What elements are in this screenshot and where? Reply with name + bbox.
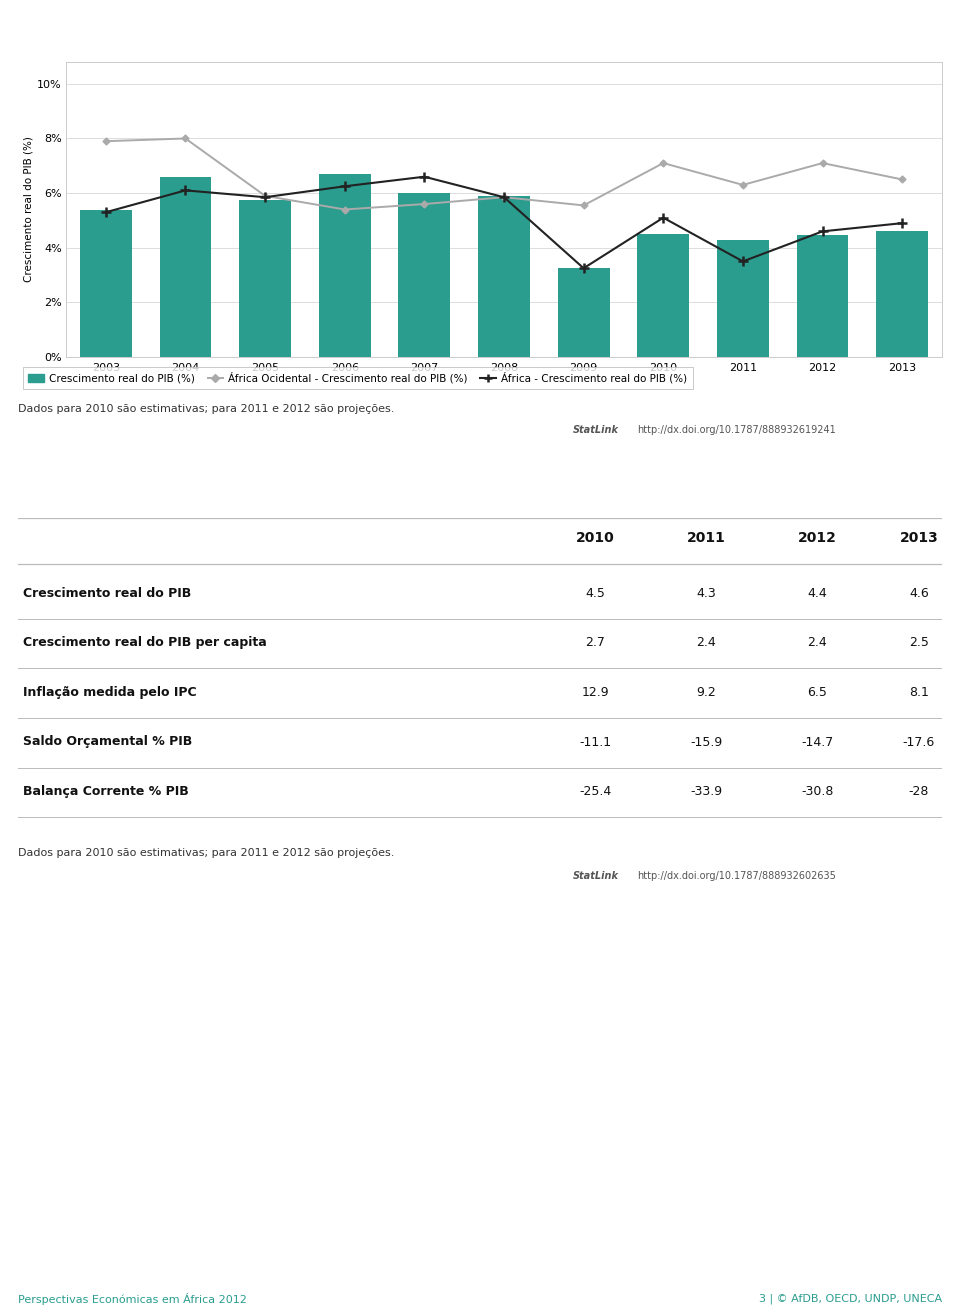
Text: Perspectivas Económicas em África 2012: Perspectivas Económicas em África 2012 [18, 1293, 247, 1305]
Text: Dados para 2010 são estimativas; para 2011 e 2012 são projeções.: Dados para 2010 são estimativas; para 20… [18, 404, 395, 414]
Bar [637, 234, 689, 357]
Text: Dados para 2010 são estimativas; para 2011 e 2012 são projeções.: Dados para 2010 são estimativas; para 20… [18, 848, 395, 857]
Text: Saldo Orçamental % PIB: Saldo Orçamental % PIB [23, 735, 192, 748]
Text: -14.7: -14.7 [802, 735, 833, 748]
Bar [80, 210, 132, 357]
Text: 2.4: 2.4 [697, 637, 716, 650]
Text: -17.6: -17.6 [902, 735, 935, 748]
Bar [558, 268, 610, 357]
Text: -11.1: -11.1 [580, 735, 612, 748]
Bar [876, 231, 928, 357]
Text: 9.2: 9.2 [697, 685, 716, 699]
Legend: Crescimento real do PIB (%), África Ocidental - Crescimento real do PIB (%), Áfr: Crescimento real do PIB (%), África Ocid… [23, 368, 692, 389]
Text: Inflação medida pelo IPC: Inflação medida pelo IPC [23, 685, 196, 699]
Y-axis label: Crescimento real do PIB (%): Crescimento real do PIB (%) [23, 137, 33, 282]
Text: 4.6: 4.6 [909, 587, 928, 600]
Text: 3 | © AfDB, OECD, UNDP, UNECA: 3 | © AfDB, OECD, UNDP, UNECA [758, 1293, 942, 1304]
Text: -28: -28 [909, 785, 929, 798]
Text: 2011: 2011 [687, 530, 726, 545]
Text: -15.9: -15.9 [690, 735, 723, 748]
Text: StatLink: StatLink [572, 871, 618, 881]
Text: 2012: 2012 [798, 530, 837, 545]
Bar [398, 193, 450, 357]
Text: 2013: 2013 [900, 530, 938, 545]
Bar [159, 177, 211, 357]
Bar [319, 175, 371, 357]
Text: Tabela 1: Indicadores Macroeconómicos (2012): Tabela 1: Indicadores Macroeconómicos (2… [29, 478, 453, 492]
Text: Balança Corrente % PIB: Balança Corrente % PIB [23, 785, 188, 798]
Text: 2010: 2010 [576, 530, 614, 545]
Bar [717, 239, 769, 357]
Text: -33.9: -33.9 [690, 785, 723, 798]
Text: http://dx.doi.org/10.1787/888932619241: http://dx.doi.org/10.1787/888932619241 [637, 425, 836, 435]
Text: http://dx.doi.org/10.1787/888932602635: http://dx.doi.org/10.1787/888932602635 [637, 871, 836, 881]
Text: 4.4: 4.4 [807, 587, 828, 600]
Text: 6.5: 6.5 [807, 685, 828, 699]
Text: 2.5: 2.5 [909, 637, 929, 650]
Text: 4.3: 4.3 [697, 587, 716, 600]
Text: -25.4: -25.4 [580, 785, 612, 798]
Text: 12.9: 12.9 [582, 685, 610, 699]
Text: 8.1: 8.1 [909, 685, 929, 699]
Text: StatLink: StatLink [572, 425, 618, 435]
Bar [797, 235, 849, 357]
Text: Figura 1: Crescimento real do PIB (%) (Ocidental): Figura 1: Crescimento real do PIB (%) (O… [29, 25, 476, 39]
Bar [478, 196, 530, 357]
Text: 2.4: 2.4 [807, 637, 828, 650]
Text: Crescimento real do PIB: Crescimento real do PIB [23, 587, 191, 600]
Text: -30.8: -30.8 [801, 785, 833, 798]
Text: Crescimento real do PIB per capita: Crescimento real do PIB per capita [23, 637, 266, 650]
Text: 4.5: 4.5 [586, 587, 606, 600]
Bar [239, 200, 291, 357]
Text: 2.7: 2.7 [586, 637, 606, 650]
